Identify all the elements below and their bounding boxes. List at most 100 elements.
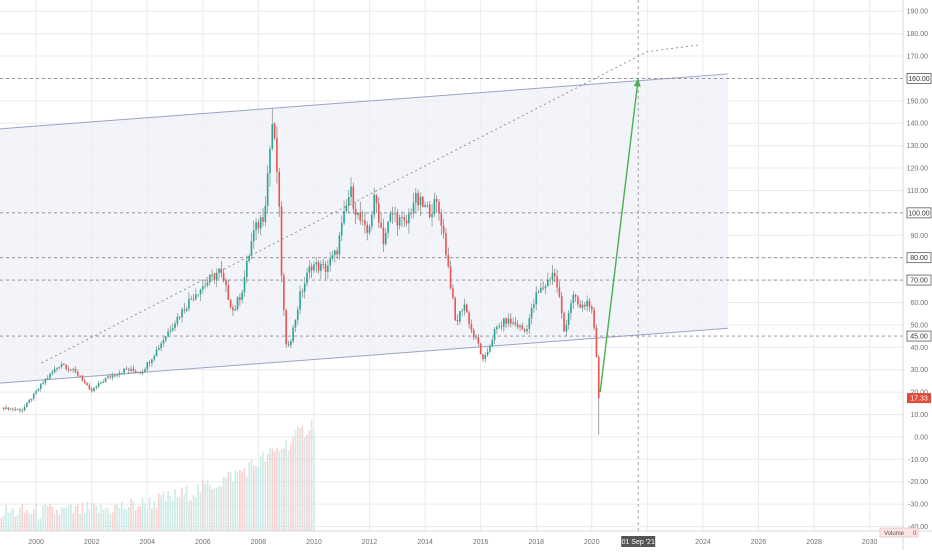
volume-bar [23,512,26,531]
candle-body [593,309,595,328]
candle-body [415,193,417,203]
candle-body [192,298,195,300]
candle-body [97,383,100,387]
volume-bar [120,501,123,531]
volume-bar [290,443,292,531]
volume-bar [308,430,311,531]
volume-bar [220,486,223,531]
y-tick-label: 190.00 [907,9,929,16]
candle-body [292,327,294,342]
volume-bar [70,504,72,531]
candle-body [202,286,204,290]
candle-body [519,325,521,328]
candle-body [475,336,477,338]
volume-bar [153,501,156,531]
candle-body [535,292,538,305]
volume-bar [44,504,47,531]
candle-body [384,232,387,245]
x-tick-label: 2016 [473,539,489,546]
volume-bar [74,506,77,531]
candlesticks [2,108,600,435]
candle-body [144,369,146,373]
volume-bar [155,507,158,531]
candle-body [313,264,315,271]
candle-body [447,255,450,267]
candle-body [456,320,459,322]
volume-bar [146,509,149,531]
volume-bar [134,510,137,531]
candle-body [167,331,169,337]
volume-bar [185,485,188,531]
volume-bar [19,507,21,531]
candle-body [111,375,114,378]
candle-body [491,340,494,347]
candle-body [285,310,287,345]
candle-body [141,372,144,374]
candle-body [197,294,200,296]
candle-body [65,364,68,369]
volume-bar [116,504,118,531]
level-tag-box [906,73,932,84]
level-tag-label: 45.00 [910,334,928,341]
candle-body [484,355,487,360]
volume-bar [273,451,276,531]
candle-body [364,220,366,225]
volume-bar [202,479,204,531]
candle-body [239,297,241,300]
volume-bar [56,509,58,531]
volume-bar [51,506,54,531]
candle-body [507,318,510,324]
candle-body [120,372,123,374]
volume-bar [137,506,139,531]
candle-body [394,213,396,215]
candle-body [405,220,408,224]
y-tick-label: 50.00 [910,322,928,329]
candle-body [410,213,413,215]
candle-body [229,299,232,308]
drawings [41,0,701,531]
candle-body [266,173,269,206]
candle-body [153,356,156,360]
candle-body [86,382,88,386]
volume-bar [257,467,260,531]
x-tick-label: 2002 [84,539,100,546]
candle-body [58,366,61,368]
volume-bar [213,488,216,531]
volume-bar [2,515,5,531]
candle-body [479,343,482,355]
candle-body [345,205,348,212]
candle-body [225,280,227,286]
candle-body [431,213,433,218]
candle-body [574,294,577,297]
candle-body [294,319,297,328]
candle-body [250,241,253,256]
x-tick-label: 2000 [28,539,44,546]
candle-body [259,217,262,229]
candle-body [558,287,561,297]
candle-body [234,309,237,311]
volume-bar [104,508,107,531]
candle-body [486,351,489,356]
volume-bar [218,486,220,531]
time-axis[interactable]: 2000 2002 2004 2006 2008 2010 2012 2014 2016 2018… [28,539,877,546]
candle-body [540,287,542,293]
candle-body [468,312,470,325]
y-tick-label: 10.00 [910,412,928,419]
candle-body [204,285,206,287]
level-tag-label: 80.00 [910,255,928,262]
candle-body [9,408,12,410]
candle-body [287,344,290,346]
volume-bar [301,425,304,531]
volume-bar [248,462,250,531]
volume-bar [130,498,132,531]
candle-body [570,303,572,313]
volume-bars [0,419,315,531]
candle-body [301,291,304,293]
candle-body [183,309,186,311]
volume-bar [239,470,241,531]
candle-body [493,329,496,341]
candle-body [579,304,582,308]
candle-body [169,330,172,332]
